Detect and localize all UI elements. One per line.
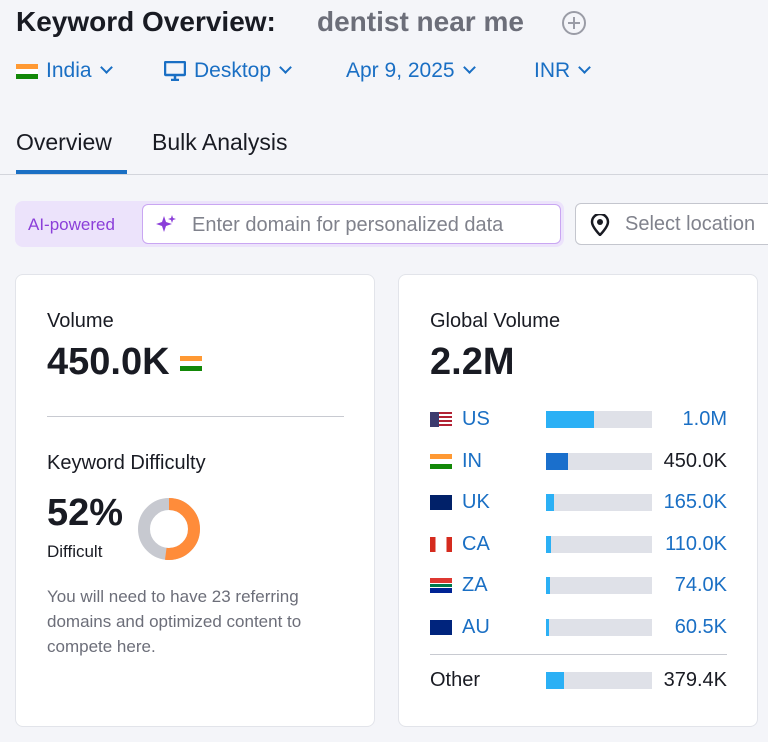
volume-card: Volume 450.0K Keyword Difficulty 52% Dif… <box>15 274 375 727</box>
other-label: Other <box>430 669 481 691</box>
country-code: CA <box>462 532 490 555</box>
tab-overview[interactable]: Overview <box>16 129 112 155</box>
country-row: Other 379.4K <box>430 669 727 691</box>
flag <box>430 536 452 552</box>
flag <box>430 578 452 594</box>
device: Desktop <box>194 59 272 82</box>
divider <box>47 416 344 417</box>
bar <box>546 535 552 553</box>
volume-label: 450.0K <box>663 449 727 472</box>
location-select[interactable]: Select location <box>575 203 768 245</box>
bar-track <box>546 577 652 595</box>
bar <box>546 577 550 595</box>
global-volume-title: Global Volume <box>430 310 561 332</box>
date-filter[interactable]: Apr 9, 2025 <box>346 59 476 83</box>
tab-indicator <box>16 170 127 174</box>
volume-label: 60.5K <box>674 616 727 638</box>
device-filter[interactable]: Desktop <box>163 59 292 83</box>
keyword: dentist near me <box>317 6 524 37</box>
country-row: AU 60.5K <box>430 616 727 638</box>
domain-input[interactable]: Enter domain for personalized data <box>142 204 561 244</box>
location-placeholder: Select location <box>625 213 756 235</box>
divider <box>430 654 727 655</box>
date: Apr 9, 2025 <box>346 59 455 82</box>
flag <box>430 495 452 511</box>
bar-track <box>546 494 652 512</box>
volume-label: 1.0M <box>682 408 727 430</box>
flag <box>430 453 452 469</box>
bar-track <box>546 452 652 470</box>
kd-level: Difficult <box>47 542 103 561</box>
country-row: ZA 74.0K <box>430 574 727 596</box>
country-code: UK <box>462 491 490 514</box>
ai-badge: AI-powered <box>28 215 115 234</box>
volume-number: 450.0K <box>47 341 170 383</box>
country-code: IN <box>462 449 482 472</box>
bar-track <box>546 535 652 553</box>
country-row: US 1.0M <box>430 408 727 430</box>
global-volume-card: Global Volume 2.2M US 1.0M IN 450.0K UK 165.0… <box>398 274 758 727</box>
country-code: US <box>462 408 490 430</box>
bar-track <box>546 411 652 428</box>
donut-arc <box>138 498 200 560</box>
country-row: UK 165.0K <box>430 491 727 513</box>
bar <box>546 411 595 428</box>
country-row: IN 450.0K <box>430 450 727 472</box>
volume-title: Volume <box>47 310 114 332</box>
add-icon[interactable] <box>561 10 587 36</box>
bar-track <box>546 672 652 689</box>
country-code: ZA <box>462 574 488 597</box>
bar <box>546 494 554 512</box>
bar <box>546 672 565 689</box>
volume-label: 379.4K <box>663 669 727 691</box>
volume-value: 450.0K <box>47 341 210 384</box>
currency: INR <box>534 59 571 82</box>
volume-label: 74.0K <box>674 574 727 597</box>
volume-label: 165.0K <box>663 491 727 514</box>
ai-search: AI-powered Enter domain for personalized… <box>15 201 564 247</box>
kd-value: 52% <box>47 492 124 534</box>
domain-placeholder: Enter domain for personalized data <box>192 214 504 236</box>
global-volume-value: 2.2M <box>430 341 515 383</box>
kd-description: You will need to have 23 referring domai… <box>47 587 302 656</box>
kd-title: Keyword Difficulty <box>47 452 206 474</box>
tab-divider <box>0 174 768 175</box>
country-row: CA 110.0K <box>430 533 727 555</box>
bar <box>546 452 568 470</box>
flag <box>430 412 452 427</box>
tab-bulk-analysis[interactable]: Bulk Analysis <box>152 129 288 155</box>
bar <box>546 619 549 636</box>
volume-label: 110.0K <box>665 532 727 555</box>
country: India <box>46 59 92 82</box>
page-title: Keyword Overview: <box>16 6 276 37</box>
kd-donut <box>138 498 200 560</box>
country-filter[interactable]: India <box>16 59 113 83</box>
flag <box>430 620 452 635</box>
currency-filter[interactable]: INR <box>534 59 592 83</box>
country-code: AU <box>462 616 490 638</box>
bar-track <box>546 619 652 636</box>
